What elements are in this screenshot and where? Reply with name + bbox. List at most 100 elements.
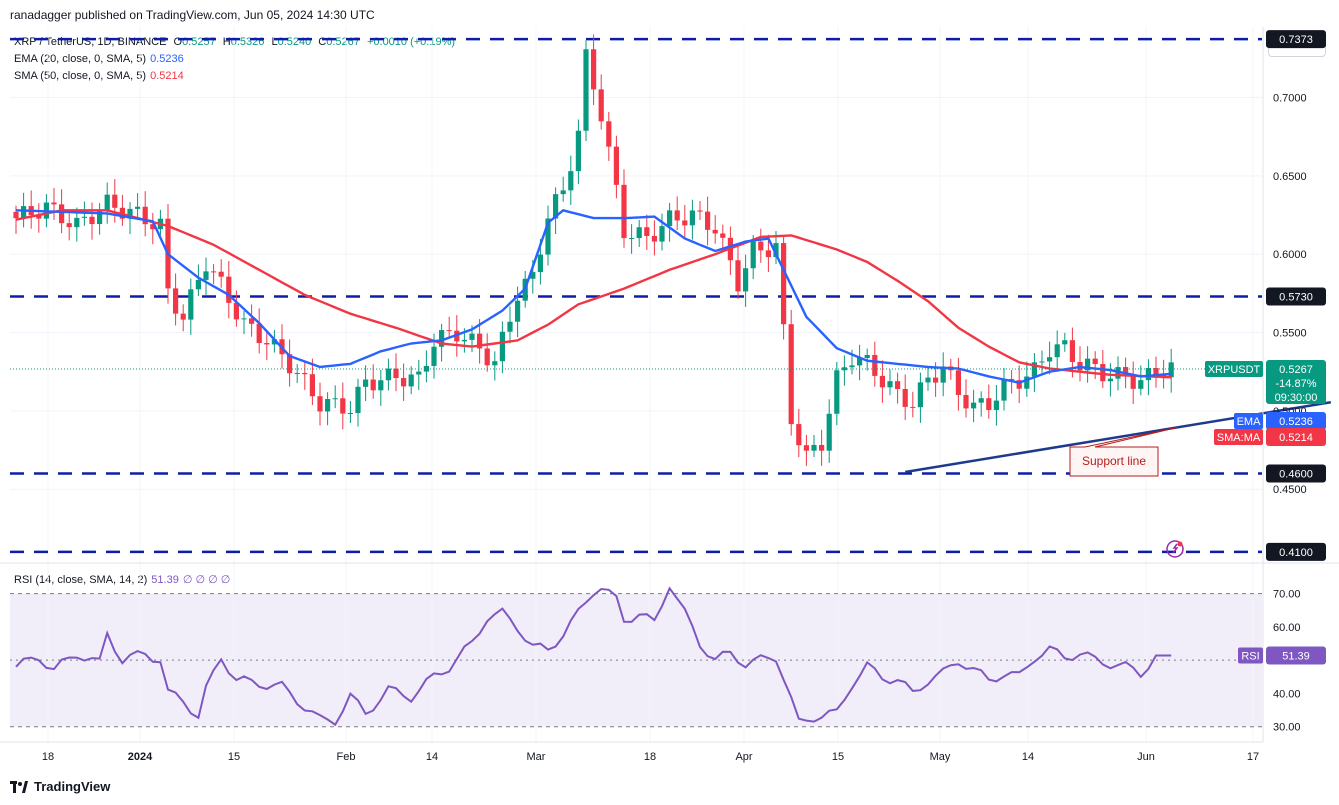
candle (971, 389, 977, 423)
candle-body (682, 220, 688, 226)
candle (705, 196, 711, 246)
ema-price-tag: 0.5236 (1266, 412, 1326, 430)
ohlc-open-label: O (173, 36, 183, 48)
candle-body (1145, 367, 1151, 381)
candle (1153, 356, 1159, 388)
candle-body (834, 370, 840, 414)
candle (180, 304, 186, 332)
candle (819, 429, 825, 466)
candle-body (978, 398, 984, 403)
candle (332, 385, 338, 409)
candle-body (1054, 344, 1060, 358)
level-tag-bg (1266, 542, 1326, 561)
price-tags: 0.7373 0.5730 0.4600 0.4100 XRPUSDT 0.5267 -14… (1205, 30, 1326, 665)
candle-body (431, 346, 437, 366)
level-tag: 0.4600 (1266, 464, 1326, 483)
tradingview-logo[interactable]: TradingView (10, 779, 110, 794)
candle-body (895, 381, 901, 389)
candle-body (575, 130, 581, 172)
candle-body (773, 243, 779, 258)
candle-body (560, 190, 566, 195)
candle (834, 362, 840, 426)
time-axis[interactable]: 18 2024 15 Feb 14 Mar 18 Apr 15 May 14 Jun 17 (42, 751, 1259, 763)
candle-body (135, 206, 141, 209)
candle (560, 176, 566, 202)
candle-body (864, 354, 870, 359)
candle-body (203, 271, 209, 280)
candle (750, 234, 756, 280)
candle (1138, 365, 1144, 396)
candle-body (674, 210, 680, 221)
ema-legend-label: EMA (20, close, 0, SMA, 5) (14, 53, 147, 65)
ema-price-tag-label: 0.5236 (1279, 416, 1313, 428)
candle-body (325, 399, 331, 412)
ohlc-high-label: H (222, 36, 231, 48)
candle (697, 201, 703, 220)
candle (826, 399, 832, 463)
candle-body (59, 204, 65, 224)
candle-body (902, 388, 908, 407)
candle-body (1069, 340, 1075, 362)
rsi-legend[interactable]: RSI (14, close, SMA, 14, 2) 51.39 ∅ ∅ ∅ ∅ (14, 573, 230, 586)
tradingview-logo-text: TradingView (34, 779, 111, 794)
candle (1092, 351, 1098, 380)
candle (135, 193, 141, 221)
sma-line (15, 209, 1172, 379)
time-tick-label: Jun (1137, 751, 1155, 763)
candle-body (294, 373, 300, 375)
candle (659, 213, 665, 251)
candle-body (659, 226, 665, 242)
candle-body (545, 218, 551, 255)
rsi-name-tag: RSI (1238, 647, 1263, 664)
candle (1077, 346, 1083, 382)
sma-price-tag-bg (1266, 428, 1326, 446)
candle (879, 360, 885, 403)
candle-body (180, 313, 186, 320)
candle-body (826, 413, 832, 451)
rsi-line (15, 586, 1172, 727)
candle-body (370, 379, 376, 391)
candle-body (910, 406, 916, 408)
candle-body (1024, 376, 1030, 389)
candle (727, 226, 733, 275)
candle-body (89, 216, 95, 225)
candle (1085, 346, 1091, 383)
candle-body (1168, 362, 1174, 378)
candle-body (955, 370, 961, 395)
ema-legend[interactable]: EMA (20, close, 0, SMA, 5) 0.5236 (14, 53, 184, 65)
candle-body (553, 194, 559, 219)
rsi-tick-label: 40.00 (1273, 688, 1301, 700)
candle-body (309, 374, 315, 397)
sma-legend[interactable]: SMA (50, close, 0, SMA, 5) 0.5214 (14, 70, 184, 82)
candle (940, 352, 946, 397)
symbol-name: XRP / TetherUS, 1D, BINANCE (14, 36, 167, 48)
candle (256, 308, 262, 354)
rsi-legend-extra: ∅ ∅ ∅ ∅ (182, 574, 231, 586)
candle-body (1031, 362, 1037, 377)
time-tick-label: 18 (42, 751, 54, 763)
rsi-name-tag-label: RSI (1241, 651, 1259, 663)
candle (393, 353, 399, 392)
candle (591, 34, 597, 105)
candle (1016, 365, 1022, 404)
candles (13, 34, 1174, 466)
ema-line (15, 208, 1172, 384)
last-name-tag: XRPUSDT (1205, 361, 1263, 378)
candle (925, 367, 931, 391)
candle (477, 319, 483, 364)
candle (735, 244, 741, 299)
rsi-value-tag-bg (1266, 646, 1326, 665)
candle-body (477, 333, 483, 349)
alert-icon[interactable] (1166, 540, 1184, 558)
candle (1115, 356, 1121, 391)
candle (682, 205, 688, 239)
rsi-value-tag: 51.39 (1266, 646, 1326, 665)
candle (1031, 353, 1037, 393)
level-tag-label: 0.7373 (1279, 34, 1313, 46)
candle-body (36, 215, 42, 219)
candle-body (439, 330, 445, 347)
candle (568, 155, 574, 206)
candle-body (1016, 380, 1022, 389)
candle-body (469, 333, 475, 340)
